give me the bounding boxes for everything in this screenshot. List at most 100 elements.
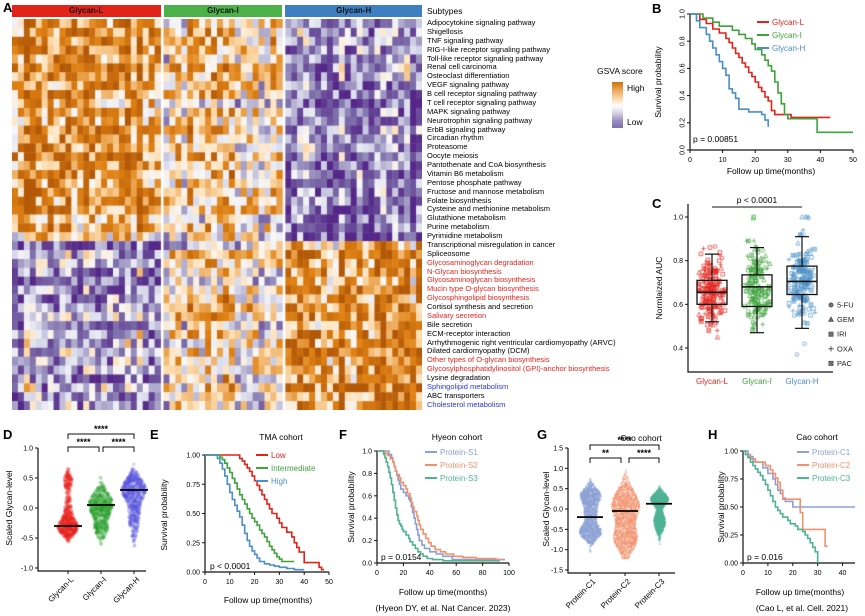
y-tick-label: 0.25	[186, 540, 200, 547]
y-tick-label: -1.5	[551, 568, 563, 575]
pathway-row-label: Pyrimidine metabolism	[427, 231, 503, 240]
pathway-row-label: Bile secretion	[427, 319, 473, 329]
y-tick-label: 0.8	[680, 36, 687, 46]
x-tick-label: 40	[426, 570, 434, 577]
panel-e-legend-title: TMA cohort	[259, 432, 303, 442]
y-tick-label: 0.25	[724, 533, 738, 540]
significance-bracket	[102, 446, 135, 452]
legend-label: High	[271, 477, 287, 486]
panel-d-letter: D	[3, 427, 13, 442]
pathway-row-label: Spliceosome	[427, 248, 470, 258]
legend-label: Intermediate	[271, 464, 316, 473]
y-tick-label: 0.0	[23, 506, 33, 513]
y-tick-label: -1.0	[21, 566, 33, 573]
category-label: Glycan-L	[696, 377, 729, 386]
y-tick-label: 0.4	[362, 516, 372, 523]
legend-label: Low	[271, 451, 286, 460]
y-tick-label: 0.5	[23, 476, 33, 483]
pathway-row-label: Pantothenate and CoA biosynthesis	[427, 160, 546, 169]
y-tick-label: -0.5	[21, 536, 33, 543]
significance-bracket	[67, 446, 100, 452]
y-tick-label: 0.8	[362, 471, 372, 478]
x-tick-label: 100	[503, 570, 515, 577]
panel-f-plot: 0.0 0.2 0.4 0.6 0.8 1.0 0 20 40 60 80 100 Protein-S1…	[362, 448, 515, 577]
legend-marker-circle	[828, 302, 834, 308]
panel-g-points-canvas	[535, 415, 705, 616]
km-curve-glycan-i	[690, 13, 853, 134]
panel-b-plot: 0.0 0.2 0.4 0.6 0.8 1.0 0 10 20 30 40 50 Glycan-L Gly…	[680, 9, 857, 164]
legend-label: Glycan-I	[772, 31, 802, 40]
panel-e-ylabel: Survival probability	[159, 479, 169, 551]
significance-stars: ****	[111, 437, 126, 447]
pathway-row-label: Oocyte meiosis	[427, 151, 479, 161]
legend-marker-triangle	[827, 316, 835, 322]
group-header-glycan-i: Glycan-I	[163, 5, 283, 17]
panel-f-pvalue: p = 0.0154	[381, 552, 422, 562]
pathway-row-label: ABC transporters	[427, 390, 485, 400]
x-tick-label: 10	[719, 157, 727, 164]
y-tick-label: 0.75	[724, 477, 738, 484]
pathway-row-label: Lysine degradation	[427, 373, 491, 382]
panel-f-ylabel: Survival probability	[346, 471, 356, 543]
x-tick-label: 60	[452, 570, 460, 577]
y-tick-label: 1.0	[673, 215, 683, 222]
significance-bracket	[67, 433, 135, 439]
pathway-row-label: Dilated cardiomyopathy (DCM)	[427, 346, 530, 356]
pathway-row-label: Cysteine and methionine metabolism	[427, 204, 550, 214]
pathway-row-label: Folate biosynthesis	[427, 195, 492, 205]
category-label: Protein-C1	[564, 577, 598, 611]
x-tick-label: 0	[688, 157, 692, 164]
legend-label: Glycan-H	[772, 44, 806, 53]
panel-e-letter: E	[150, 427, 159, 442]
panel-d-glycan-level: D Scaled Glycan-level -1.0 -0.5 0.0 0.5 1.0 G…	[0, 415, 148, 616]
pathway-row-label: Purine metabolism	[427, 222, 490, 232]
legend-marker-square-x	[828, 360, 834, 366]
panel-e-xlabel: Follow up time(months)	[223, 595, 313, 605]
km-curve-high	[205, 454, 305, 571]
pathway-row-label: T cell receptor signaling pathway	[427, 97, 537, 107]
x-tick-label: 0	[203, 579, 207, 586]
legend-marker-square	[828, 331, 834, 337]
panel-c-plot: 0.4 0.6 0.8 1.0 Glycan-L Glycan-I Glycan-H 5-FU…	[673, 204, 854, 386]
heatmap-row-labels: Adipocytokine signaling pathway Shigellos…	[427, 18, 645, 411]
x-tick-label: 30	[784, 157, 792, 164]
panel-b-ylabel: Survival probability	[653, 46, 663, 118]
y-tick-label: 0.50	[186, 511, 200, 518]
panel-g-violin-cao: G Scaled Glycan-level Cao cohort -1.5 -1.…	[535, 415, 705, 616]
y-tick-label: 0.2	[680, 118, 687, 128]
x-tick-label: 10	[764, 570, 772, 577]
significance-bracket	[628, 457, 660, 463]
y-tick-label: 0.4	[680, 91, 687, 101]
pathway-row-label: Glycosaminoglycan biosynthesis	[427, 275, 536, 285]
km-curve-protein-s3	[377, 450, 500, 562]
pathway-row-label: Other types of O-glycan biosynthesis	[427, 355, 550, 365]
y-tick-label: 1.0	[362, 449, 372, 456]
panel-b-pvalue: p = 0.00851	[693, 134, 739, 144]
panel-h-xlabel: Follow up time(months)	[755, 587, 845, 597]
x-tick-label: 20	[789, 570, 797, 577]
panel-g-letter: G	[537, 427, 548, 442]
box	[741, 274, 773, 308]
y-tick-label: 0.6	[673, 302, 683, 309]
pathway-row-label: Cortisol synthesis and secretion	[427, 302, 533, 311]
y-tick-label: 0.8	[673, 258, 683, 265]
y-tick-label: 1.0	[23, 446, 33, 453]
panel-f-survival-hyeon: F Survival probability Follow up time(mo…	[337, 415, 535, 616]
group-header-glycan-h: Glycan-H	[285, 5, 422, 17]
y-tick-label: 0.0	[680, 145, 687, 155]
pathway-row-label: Sphingolipid metabolism	[427, 381, 509, 391]
panel-b-xlabel: Follow up time(months)	[726, 166, 816, 176]
pathway-row-label: VEGF signaling pathway	[427, 80, 510, 90]
pathway-row-label: Renal cell carcinoma	[427, 62, 497, 72]
x-tick-label: 10	[226, 579, 234, 586]
pathway-row-label: N-Glycan biosynthesis	[427, 266, 502, 276]
km-curve-protein-c2	[743, 450, 828, 547]
gsva-legend: GSVA score High Low	[597, 66, 659, 136]
panel-g-title: Cao cohort	[620, 433, 662, 443]
pathway-row-label: Cholesterol metabolism	[427, 399, 506, 409]
x-tick-label: 50	[325, 579, 333, 586]
category-label: Protein-C2	[599, 577, 633, 611]
pathway-row-label: Arrhythmogenic right ventricular cardiom…	[427, 337, 616, 347]
panel-c-ylabel: Normlaized AUC	[654, 256, 664, 320]
panel-d-plot: -1.0 -0.5 0.0 0.5 1.0 Glycan-L Glycan-I Glycan-…	[21, 424, 148, 605]
